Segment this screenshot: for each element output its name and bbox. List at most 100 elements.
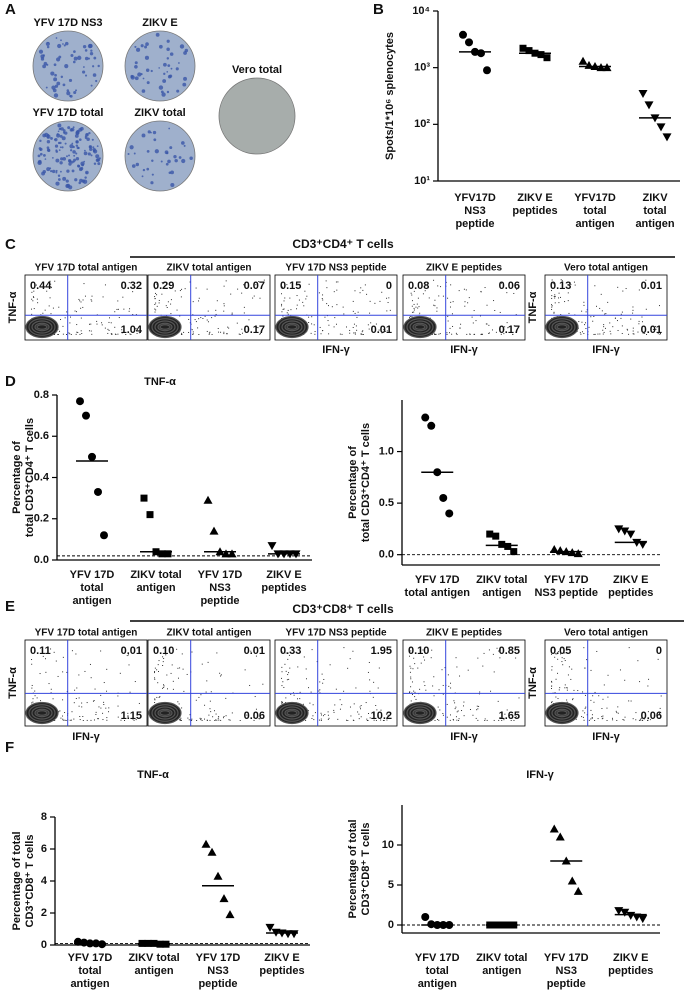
event-dot [658,712,660,714]
x-tick-label: total [643,205,666,217]
event-dot [591,714,593,716]
event-dot [126,655,128,657]
spot [57,43,62,49]
event-dot [259,333,261,335]
event-dot [352,719,354,721]
data-point [492,532,500,540]
event-dot [593,333,595,335]
event-dot [118,317,120,319]
event-dot [54,719,56,721]
x-tick-label: YFV 17D [415,952,460,964]
spot [53,93,59,98]
spot [72,150,76,154]
event-dot [287,313,289,315]
event-dot [438,333,440,335]
spot [82,70,86,74]
event-dot [209,708,211,710]
y-tick-label: 0.4 [34,471,50,483]
event-dot [44,658,46,660]
y-tick-label: 8 [41,811,47,823]
event-dot [441,669,443,671]
event-dot [412,668,414,670]
event-dot [411,316,413,318]
data-point [158,550,166,558]
event-dot [380,719,382,721]
spot [133,152,136,155]
spot [54,73,57,77]
event-dot [179,667,181,669]
event-dot [551,681,553,683]
event-dot [422,649,424,651]
event-dot [136,332,138,334]
event-dot [446,332,448,334]
spot [155,32,160,37]
spot [66,169,70,173]
spot [84,135,87,138]
spot [166,47,170,52]
event-dot [507,327,509,329]
event-dot [210,711,212,713]
event-dot [551,304,553,306]
event-dot [157,664,159,666]
event-dot [496,647,498,649]
spot [59,146,62,149]
spot [165,162,169,166]
spot [84,56,89,61]
event-dot [452,718,454,720]
event-dot [319,689,321,691]
event-dot [368,661,370,663]
event-dot [637,331,639,333]
event-dot [39,673,41,675]
spot [50,169,53,173]
event-dot [357,711,359,713]
event-dot [183,331,185,333]
x-tick-label: total [78,965,101,977]
event-dot [411,294,413,296]
event-dot [310,332,312,334]
event-dot [64,719,66,721]
event-dot [603,324,605,326]
spot [93,56,97,60]
event-dot [129,333,131,335]
event-dot [564,301,566,303]
event-dot [90,330,92,332]
quadrant-value: 1.65 [499,710,520,722]
event-dot [201,719,203,721]
spot [62,43,64,45]
event-dot [434,299,436,301]
event-dot [413,657,415,659]
x-tick-label: antigen [136,582,175,594]
event-dot [154,298,156,300]
event-dot [192,331,194,333]
data-point [227,549,237,558]
event-dot [551,295,553,297]
event-dot [76,687,78,689]
event-dot [32,701,34,703]
event-dot [642,332,644,334]
panel-label: A [5,1,16,18]
event-dot [583,301,585,303]
event-dot [132,313,134,315]
event-dot [286,284,288,286]
event-dot [411,681,413,683]
event-dot [428,297,430,299]
event-dot [449,714,451,716]
event-dot [343,313,345,315]
event-dot [583,304,585,306]
event-dot [36,298,38,300]
event-dot [231,312,233,314]
event-dot [456,666,458,668]
event-dot [328,333,330,335]
y-tick-label: 6 [41,843,47,855]
event-dot [83,283,85,285]
quadrant-value: 10.2 [371,710,392,722]
event-dot [559,687,561,689]
event-dot [450,284,452,286]
event-dot [369,312,371,314]
event-dot [551,653,553,655]
event-dot [288,678,290,680]
density-contour [157,322,173,332]
spot [64,142,67,145]
spot [83,160,86,163]
x-tick-label: YFV 17D [198,569,243,581]
